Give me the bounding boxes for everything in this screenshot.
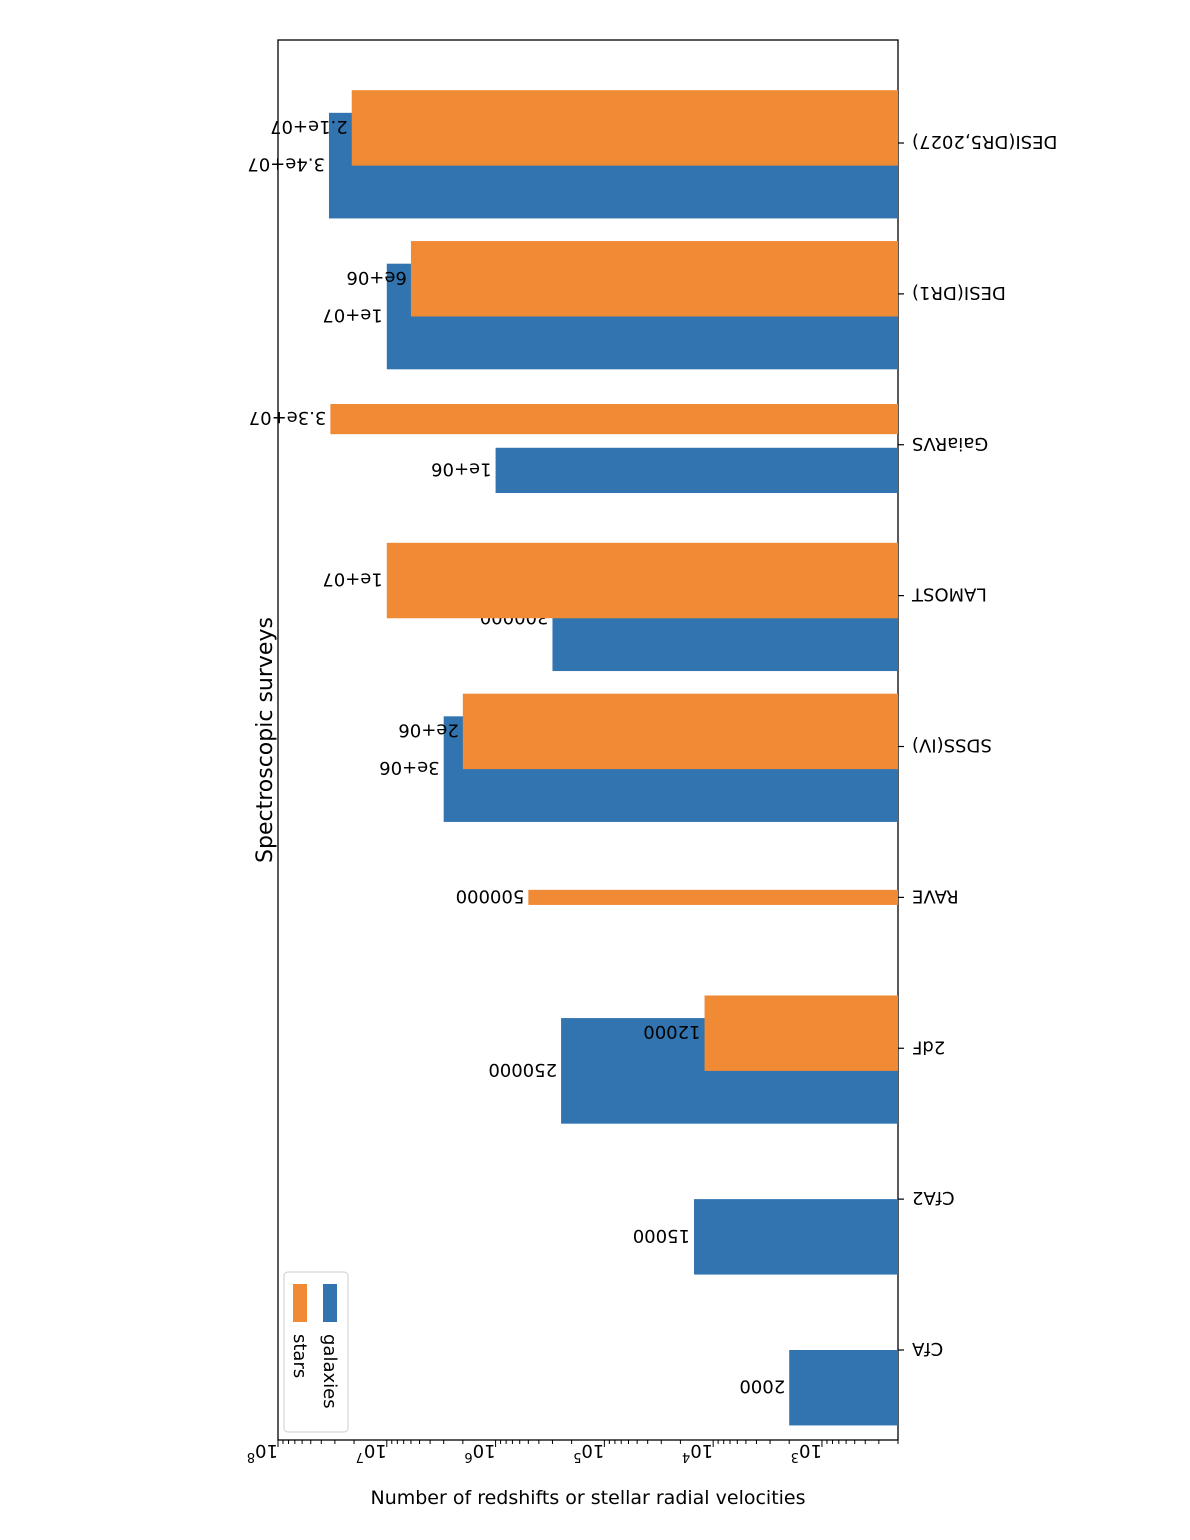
legend-swatch-stars	[293, 1284, 307, 1322]
x-tick-label-desi-dr5-2027-: DESI(DR5,2027)	[912, 131, 1057, 152]
x-tick-label-desi-dr1-: DESI(DR1)	[912, 282, 1006, 303]
x-tick-label-rave: RAVE	[912, 885, 959, 906]
legend-swatch-galaxies	[323, 1284, 337, 1322]
data-label-galaxies-desi-dr1-: 1e+07	[322, 305, 383, 326]
data-label-stars-rave: 500000	[456, 885, 525, 906]
data-label-stars-sdss-iv-: 2e+06	[398, 719, 459, 740]
data-label-stars-2df: 12000	[643, 1021, 700, 1042]
data-label-stars-lamost: 1e+07	[322, 569, 383, 590]
chart-title: Spectroscopic surveys	[253, 617, 278, 863]
y-tick-label-8: 108	[247, 1440, 278, 1464]
bar-stars-sdss-iv-	[462, 693, 898, 770]
y-tick-label-5: 105	[573, 1440, 604, 1464]
legend: galaxies stars	[283, 1271, 349, 1433]
legend-label-galaxies: galaxies	[319, 1334, 340, 1409]
y-tick-label-7: 107	[356, 1440, 387, 1464]
y-axis-label: Number of redshifts or stellar radial ve…	[370, 1487, 805, 1509]
x-tick-label-sdss-iv-: SDSS(IV)	[912, 735, 992, 756]
data-label-galaxies-2df: 250000	[488, 1059, 557, 1080]
x-tick-label-lamost: LAMOST	[911, 584, 987, 605]
x-tick-label-gaiarvs: GaiaRVS	[912, 433, 988, 454]
bar-galaxies-cfa2	[694, 1199, 898, 1275]
data-label-galaxies-cfa2: 15000	[633, 1225, 690, 1246]
data-label-galaxies-sdss-iv-: 3e+06	[379, 757, 440, 778]
bar-stars-desi-dr5-2027-	[351, 90, 898, 166]
data-label-stars-desi-dr1-: 6e+06	[346, 267, 407, 288]
bar-stars-lamost	[386, 542, 898, 619]
y-tick-label-6: 106	[464, 1440, 495, 1464]
legend-label-stars: stars	[289, 1334, 310, 1378]
y-tick-label-3: 103	[791, 1440, 822, 1464]
x-tick-label-cfa: CfA	[911, 1338, 943, 1359]
x-tick-label-2df: 2dF	[912, 1036, 945, 1057]
x-tick-label-cfa2: CfA2	[912, 1187, 955, 1208]
plot-area: 2000150002500003e+063000001e+061e+073.4e…	[247, 39, 1057, 1509]
bar-galaxies-gaiarvs	[495, 447, 898, 494]
data-label-galaxies-gaiarvs: 1e+06	[431, 458, 492, 479]
bar-stars-2df	[704, 995, 898, 1071]
bar-stars-gaiarvs	[330, 404, 898, 435]
data-label-galaxies-desi-dr5-2027-: 3.4e+07	[247, 154, 325, 175]
bar-stars-desi-dr1-	[410, 241, 898, 317]
y-tick-label-4: 104	[682, 1440, 713, 1464]
bar-galaxies-cfa	[789, 1350, 898, 1426]
data-label-galaxies-cfa: 2000	[739, 1376, 785, 1397]
bar-stars-rave	[528, 889, 898, 905]
rotated-chart-group: Spectroscopic surveys 2000 15000 250000 3e+…	[247, 39, 1057, 1509]
data-label-stars-desi-dr5-2027-: 2.1e+07	[270, 116, 348, 137]
data-label-stars-gaiarvs: 3.3e+07	[249, 407, 327, 428]
